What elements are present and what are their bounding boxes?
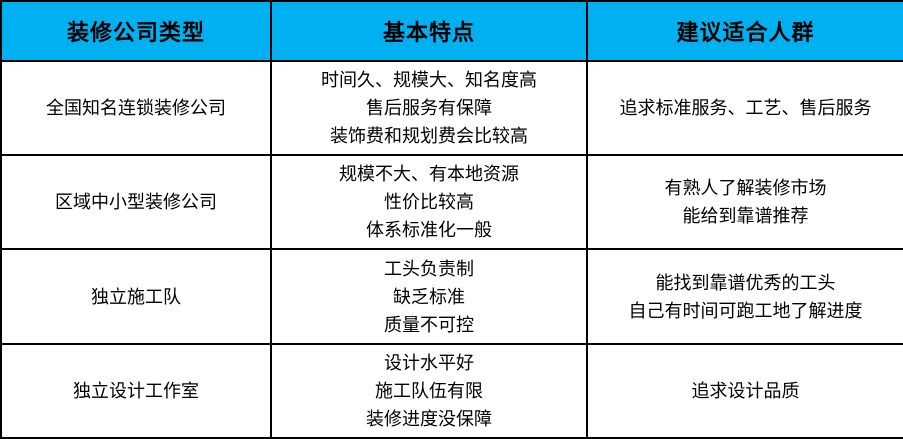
cell-suggested-audience: 追求设计品质: [586, 343, 903, 439]
header-cell-company-type: 装修公司类型: [0, 0, 272, 62]
cell-company-type: 独立施工队: [0, 248, 272, 345]
cell-company-type: 区域中小型装修公司: [0, 154, 272, 250]
cell-basic-features: 工头负责制 缺乏标准 质量不可控: [270, 248, 588, 345]
table-row: 独立施工队 工头负责制 缺乏标准 质量不可控 能找到靠谱优秀的工头 自己有时间可…: [0, 248, 903, 345]
cell-suggested-audience: 有熟人了解装修市场 能给到靠谱推荐: [586, 154, 903, 250]
header-cell-basic-features: 基本特点: [270, 0, 588, 62]
cell-company-type: 全国知名连锁装修公司: [0, 60, 272, 156]
table-header-row: 装修公司类型 基本特点 建议适合人群: [0, 0, 903, 62]
cell-basic-features: 规模不大、有本地资源 性价比较高 体系标准化一般: [270, 154, 588, 250]
table-row: 区域中小型装修公司 规模不大、有本地资源 性价比较高 体系标准化一般 有熟人了解…: [0, 154, 903, 250]
cell-company-type: 独立设计工作室: [0, 343, 272, 439]
table-row: 全国知名连锁装修公司 时间久、规模大、知名度高 售后服务有保障 装饰费和规划费会…: [0, 60, 903, 156]
table-row: 独立设计工作室 设计水平好 施工队伍有限 装修进度没保障 追求设计品质: [0, 343, 903, 439]
cell-suggested-audience: 能找到靠谱优秀的工头 自己有时间可跑工地了解进度: [586, 248, 903, 345]
cell-basic-features: 设计水平好 施工队伍有限 装修进度没保障: [270, 343, 588, 439]
cell-basic-features: 时间久、规模大、知名度高 售后服务有保障 装饰费和规划费会比较高: [270, 60, 588, 156]
cell-suggested-audience: 追求标准服务、工艺、售后服务: [586, 60, 903, 156]
header-cell-suggested-audience: 建议适合人群: [586, 0, 903, 62]
